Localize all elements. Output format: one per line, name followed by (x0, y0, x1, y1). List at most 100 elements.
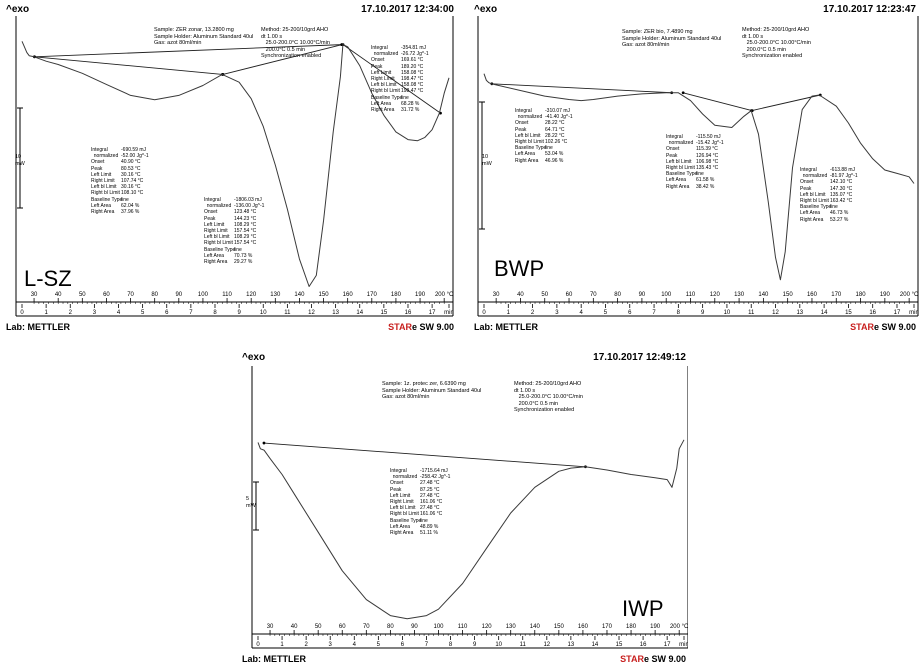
integral-row: Integral -354.81 mJ (371, 45, 429, 51)
integral-row: Left Area 48.89 % (390, 524, 450, 530)
time-tick-label: 16 (405, 310, 412, 316)
integral-row: Onset 169.61 °C (371, 57, 429, 63)
method-info: Method: 25-200/10grd AHO dt 1.00 s 25.0-2… (514, 381, 583, 413)
time-tick-label: 11 (284, 310, 291, 316)
integral-key: normalized (91, 153, 119, 160)
integration-baseline (342, 44, 441, 114)
integral-key: Right Area (800, 216, 824, 223)
method-info: Method: 25-200/10grd AHO dt 1.00 s 25.0-2… (261, 27, 330, 59)
temp-tick-label: 140 (294, 292, 305, 298)
integral-key: Left bl Limit (515, 132, 541, 139)
integral-key: Integral (800, 167, 817, 173)
temp-tick-label: 50 (315, 624, 322, 630)
integral-value: 108.29 °C (234, 234, 257, 241)
integral-row: Peak 144.23 °C (204, 216, 264, 222)
timestamp: 17.10.2017 12:49:12 (593, 352, 686, 363)
integral-block-1: Integral -690.59 mJ normalized -52.00 Jg^-… (91, 147, 149, 215)
time-tick-label: 13 (568, 642, 575, 648)
integral-key: Baseline Type (371, 94, 403, 101)
integral-row: Integral -690.59 mJ (91, 147, 149, 153)
integral-key: Integral (515, 108, 532, 114)
integral-value: 157.54 °C (234, 240, 257, 247)
time-tick-label: 15 (381, 310, 388, 316)
temp-tick-label: 150 (319, 292, 330, 298)
integral-key: Right Area (390, 530, 414, 537)
temp-tick-label: 180 (391, 292, 402, 298)
integral-key: Right bl Limit (800, 198, 829, 205)
time-tick-label: 9 (701, 310, 705, 316)
integral-key: normalized (800, 173, 828, 180)
integral-row: Left Area 46.73 % (800, 210, 858, 216)
temp-tick-label: 120 (710, 292, 721, 298)
integral-row: Peak 189.20 °C (371, 64, 429, 70)
integral-block-3: Integral -354.81 mJ normalized -26.72 Jg^-… (371, 45, 429, 113)
integral-value: 53.27 % (830, 216, 849, 223)
temp-tick-label: 120 (482, 624, 493, 630)
temp-tick-label: 60 (339, 624, 346, 630)
time-tick-label: 2 (531, 310, 535, 316)
integral-value: 68.28 % (401, 100, 420, 107)
integral-value: -613.88 mJ (830, 167, 856, 173)
integral-row: normalized -136.00 Jg^-1 (204, 203, 265, 210)
integral-row: Baseline Typeline (371, 95, 429, 101)
temp-tick-label: 200 °C (900, 292, 919, 298)
integration-baseline (683, 92, 753, 112)
integral-row: Baseline Typeline (666, 171, 724, 177)
time-tick-label: 8 (449, 642, 453, 648)
temp-tick-label: 60 (566, 292, 573, 298)
integral-key: Right Limit (91, 178, 115, 185)
temp-tick-label: 60 (103, 292, 110, 298)
integral-row: Peak 64.71 °C (515, 127, 573, 133)
integral-key: Left bl Limit (371, 82, 397, 89)
integral-key: Onset (515, 120, 529, 127)
integral-value: -81.97 Jg^-1 (830, 173, 858, 180)
integral-key: Right bl Limit (371, 88, 400, 95)
integral-value: -15.42 Jg^-1 (696, 140, 724, 147)
integral-key: normalized (204, 203, 232, 210)
integral-key: Peak (390, 486, 402, 493)
temp-tick-label: 110 (686, 292, 696, 298)
integral-row: Left bl Limit 135.07 °C (800, 192, 858, 198)
integral-row: Baseline Typeline (390, 518, 450, 524)
integral-key: Baseline Type (91, 196, 123, 203)
integral-value: 64.71 °C (545, 126, 565, 133)
integral-key: Right Limit (204, 228, 228, 235)
integral-value: 108.29 °C (234, 221, 257, 228)
temp-tick-label: 110 (222, 292, 232, 298)
scale-bar-label: 10 mW (482, 154, 492, 167)
integral-value: 28.22 °C (545, 120, 565, 127)
integral-row: Right bl Limit161.06 °C (390, 511, 450, 517)
integral-row: Baseline Typeline (800, 204, 858, 210)
temp-tick-label: 190 (880, 292, 891, 298)
time-tick-label: 12 (543, 642, 550, 648)
integral-value: 48.89 % (420, 523, 439, 530)
time-tick-label: 14 (356, 310, 363, 316)
integral-value: line (545, 145, 553, 152)
time-tick-label: 17 (429, 310, 436, 316)
integral-row: Integral -115.50 mJ (666, 134, 724, 140)
temp-tick-label: 170 (602, 624, 613, 630)
integral-key: Left Limit (371, 69, 392, 76)
integral-row: Onset 40.90 °C (91, 159, 149, 165)
integral-key: Left Area (515, 151, 536, 158)
integral-row: Right Limit 107.74 °C (91, 178, 149, 184)
time-tick-label: 0 (482, 310, 486, 316)
integral-key: Left Limit (390, 492, 411, 499)
temp-tick-label: 130 (734, 292, 745, 298)
integral-value: 29.27 % (234, 259, 253, 266)
integral-row: Right Area 38.42 % (666, 184, 724, 190)
integral-row: Onset 27.48 °C (390, 480, 450, 486)
integral-row: Left Area 61.58 % (666, 177, 724, 183)
integral-row: Peak 147.30 °C (800, 186, 858, 192)
temp-tick-label: 50 (541, 292, 548, 298)
temp-tick-label: 150 (783, 292, 794, 298)
integral-row: Baseline Typeline (91, 197, 149, 203)
integral-key: Integral (91, 147, 108, 153)
integral-value: line (401, 94, 409, 101)
temp-tick-label: 70 (127, 292, 134, 298)
time-tick-label: 10 (495, 642, 502, 648)
integral-value: -136.00 Jg^-1 (234, 203, 265, 210)
integral-row: Left Area 53.04 % (515, 151, 573, 157)
integral-row: Right Area 46.96 % (515, 158, 573, 164)
time-tick-label: 8 (677, 310, 681, 316)
